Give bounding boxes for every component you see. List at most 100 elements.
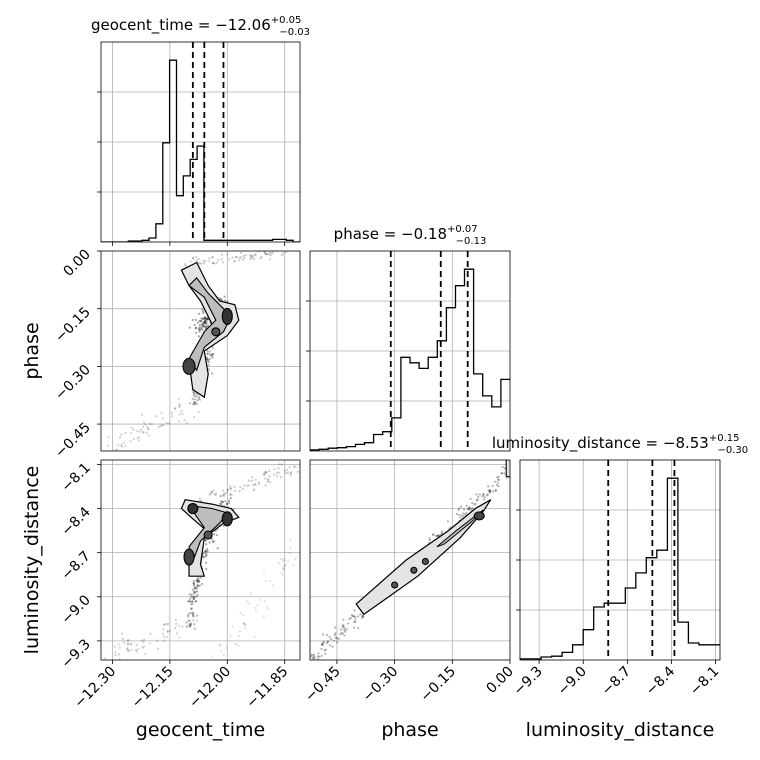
- sample-point: [141, 431, 145, 434]
- sample-point: [120, 443, 123, 446]
- sample-point: [192, 403, 195, 406]
- sample-point: [474, 502, 477, 505]
- sample-point: [301, 473, 303, 475]
- sample-point: [514, 471, 516, 473]
- sample-point: [126, 639, 130, 642]
- sample-point: [120, 454, 122, 456]
- sample-point: [187, 615, 190, 618]
- xaxis-label-geocent_time: geocent_time: [136, 719, 265, 741]
- sample-point: [465, 504, 468, 507]
- sample-point: [193, 403, 196, 406]
- sample-point: [187, 600, 190, 603]
- sample-point: [127, 649, 130, 653]
- title-plus: +0.15: [709, 433, 740, 444]
- sample-point: [174, 618, 177, 622]
- sample-point: [281, 573, 284, 576]
- sample-point: [127, 643, 130, 646]
- sample-point: [204, 555, 207, 558]
- sample-point: [181, 412, 184, 416]
- sample-point: [455, 512, 458, 516]
- sample-point: [230, 494, 233, 497]
- sample-point: [243, 484, 246, 487]
- sample-point: [167, 622, 170, 626]
- sample-point: [192, 583, 196, 586]
- sample-point: [126, 647, 129, 650]
- sample-point: [268, 470, 271, 473]
- sample-point: [206, 324, 209, 327]
- sample-point: [188, 593, 191, 596]
- sample-point: [347, 622, 350, 625]
- sample-point: [281, 568, 284, 571]
- sample-point: [156, 639, 159, 642]
- sample-point: [288, 466, 291, 469]
- sample-point: [201, 328, 204, 331]
- sample-point: [307, 532, 309, 534]
- ytick-label: −0.30: [52, 362, 94, 404]
- sample-point: [350, 614, 353, 617]
- sample-point: [302, 466, 304, 468]
- sample-point: [225, 646, 228, 650]
- sample-point: [239, 256, 243, 259]
- contours-phase-luminosity_distance: [355, 460, 510, 616]
- sample-point: [337, 637, 340, 641]
- sample-point: [191, 613, 195, 616]
- sample-point: [202, 311, 205, 314]
- sample-point: [199, 576, 202, 579]
- sample-point: [226, 488, 230, 492]
- sample-point: [254, 483, 257, 486]
- sample-point: [432, 533, 435, 537]
- sample-point: [229, 635, 232, 638]
- title-main: geocent_time = −12.06: [91, 16, 271, 35]
- sample-point: [262, 472, 265, 475]
- sample-point: [205, 320, 208, 323]
- sample-point: [313, 657, 316, 660]
- sample-point: [190, 595, 193, 599]
- sample-point: [256, 604, 259, 607]
- sample-point: [477, 495, 480, 498]
- sample-point: [178, 413, 181, 416]
- sample-point: [244, 623, 247, 626]
- sample-point: [163, 623, 166, 626]
- xtick-label: −0.45: [302, 664, 344, 706]
- sample-point: [494, 489, 497, 492]
- sample-point: [117, 443, 120, 447]
- xtick-label: −0.30: [360, 664, 402, 706]
- contour-core: [221, 307, 233, 325]
- sample-point: [163, 623, 166, 626]
- sample-point: [361, 615, 364, 618]
- histogram-luminosity_distance: [520, 477, 720, 660]
- sample-point: [317, 658, 320, 660]
- sample-point: [198, 262, 201, 265]
- sample-point: [196, 393, 199, 396]
- sample-point: [188, 326, 191, 329]
- sample-point: [137, 648, 140, 651]
- sample-point: [229, 487, 232, 490]
- sample-point: [220, 298, 223, 301]
- sample-point: [262, 572, 266, 575]
- sample-point: [202, 260, 205, 263]
- axes-frame: [309, 250, 511, 452]
- panel-title-geocent_time: geocent_time = −12.06+0.05 −0.03: [91, 15, 310, 38]
- sample-point: [197, 395, 201, 399]
- sample-point: [188, 625, 191, 628]
- sample-point: [216, 547, 219, 550]
- histogram-phase: [310, 268, 510, 451]
- sample-point: [352, 615, 355, 618]
- sample-point: [473, 503, 476, 506]
- sample-point: [215, 492, 218, 495]
- sample-point: [254, 253, 257, 256]
- sample-point: [205, 539, 208, 542]
- sample-point: [215, 534, 218, 537]
- sample-point: [221, 500, 224, 503]
- sample-point: [226, 488, 229, 491]
- sample-point: [142, 645, 146, 648]
- sample-point: [353, 609, 356, 612]
- sample-point: [446, 520, 449, 523]
- sample-point: [283, 567, 286, 570]
- sample-point: [286, 468, 289, 471]
- sample-point: [428, 537, 431, 540]
- sample-point: [340, 628, 343, 631]
- sample-point: [195, 595, 198, 598]
- sample-point: [239, 612, 242, 615]
- sample-point: [251, 476, 254, 479]
